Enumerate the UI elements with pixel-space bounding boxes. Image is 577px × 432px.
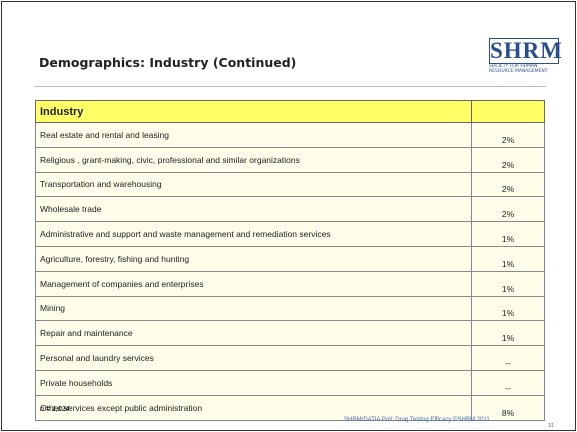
industry-table: Industry Real estate and rental and leas… — [35, 100, 545, 421]
percent-cell: -- — [471, 345, 545, 371]
header-cell — [471, 100, 545, 123]
logo: SHRM SOCIETY FOR HUMAN RESOURCE MANAGEME… — [489, 38, 563, 74]
table-row: Personal and laundry services -- — [35, 345, 545, 371]
table-row: Religious , grant-making, civic, profess… — [35, 146, 545, 173]
percent-cell: 1% — [471, 270, 545, 297]
industry-cell: Transportation and warehousing — [35, 171, 472, 198]
percent-cell: 8% — [471, 394, 545, 421]
divider — [34, 86, 546, 87]
industry-cell: Management of companies and enterprises — [35, 270, 472, 297]
logo-mark: SHRM — [489, 38, 563, 64]
percent-cell: 1% — [471, 221, 545, 247]
table-row: Agriculture, forestry, fishing and hunti… — [35, 245, 545, 272]
industry-cell: Personal and laundry services — [35, 345, 472, 371]
industry-cell: Private households — [35, 369, 472, 396]
percent-cell: 2% — [471, 171, 545, 198]
percent-cell: 1% — [471, 295, 545, 322]
table-row: Real estate and rental and leasing 2% — [35, 122, 545, 148]
header-row: Industry — [35, 100, 545, 123]
percent-cell: 2% — [471, 146, 545, 173]
percent-cell: 1% — [471, 245, 545, 272]
table-row: Other services except public administrat… — [35, 394, 545, 421]
industry-cell: Repair and maintenance — [35, 320, 472, 347]
table-row: Mining 1% — [35, 295, 545, 322]
industry-cell: Religious , grant-making, civic, profess… — [35, 146, 472, 173]
industry-cell: Administrative and support and waste man… — [35, 221, 472, 247]
logo-text: RESOURCE MANAGEMENT — [489, 69, 548, 74]
table-row: Private households -- — [35, 369, 545, 396]
industry-cell: Real estate and rental and leasing — [35, 122, 472, 148]
footnote: n = 1,024 — [40, 406, 70, 413]
industry-cell: Mining — [35, 295, 472, 322]
footer-source: SHRM/DATIA Poll: Drug Testing Efficacy ©… — [344, 417, 490, 423]
industry-cell: Other services except public administrat… — [35, 394, 472, 421]
percent-cell: 1% — [471, 320, 545, 347]
percent-cell: 2% — [471, 122, 545, 148]
percent-cell: -- — [471, 369, 545, 396]
header-cell: Industry — [35, 100, 472, 123]
slide-title: Demographics: Industry (Continued) — [39, 55, 297, 70]
logo-text: SOCIETY FOR HUMAN — [489, 64, 538, 69]
table-row: Transportation and warehousing 2% — [35, 171, 545, 198]
table-row: Management of companies and enterprises 1… — [35, 270, 545, 297]
table-row: Repair and maintenance 1% — [35, 320, 545, 347]
industry-cell: Agriculture, forestry, fishing and hunti… — [35, 245, 472, 272]
table-body: Industry Real estate and rental and leas… — [35, 100, 545, 421]
page-number: 31 — [548, 423, 555, 429]
table-row: Wholesale trade 2% — [35, 196, 545, 223]
percent-cell: 2% — [471, 196, 545, 223]
table-row: Administrative and support and waste man… — [35, 221, 545, 247]
industry-cell: Wholesale trade — [35, 196, 472, 223]
